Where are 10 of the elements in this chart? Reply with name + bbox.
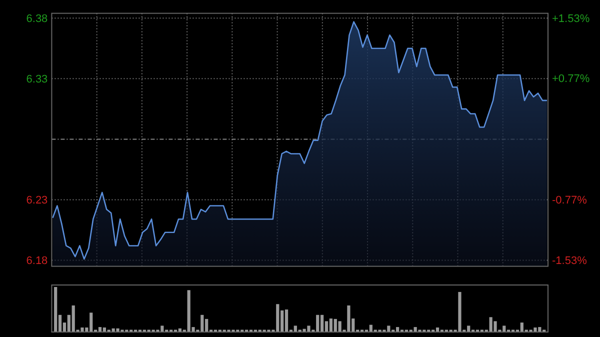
y-tick-label: 6.33 xyxy=(26,74,48,86)
y2-tick-label: -0.77% xyxy=(552,194,588,207)
y-tick-label: 6.38 xyxy=(26,12,48,25)
y2-tick-label: -1.53% xyxy=(552,254,588,267)
y2-tick-label: +1.53% xyxy=(552,12,590,25)
y-tick-label: 6.23 xyxy=(26,194,48,207)
bar xyxy=(54,287,58,332)
y2-tick-label: +0.77% xyxy=(552,72,590,85)
bar xyxy=(284,310,288,332)
y-tick-label: 6.18 xyxy=(26,255,48,268)
